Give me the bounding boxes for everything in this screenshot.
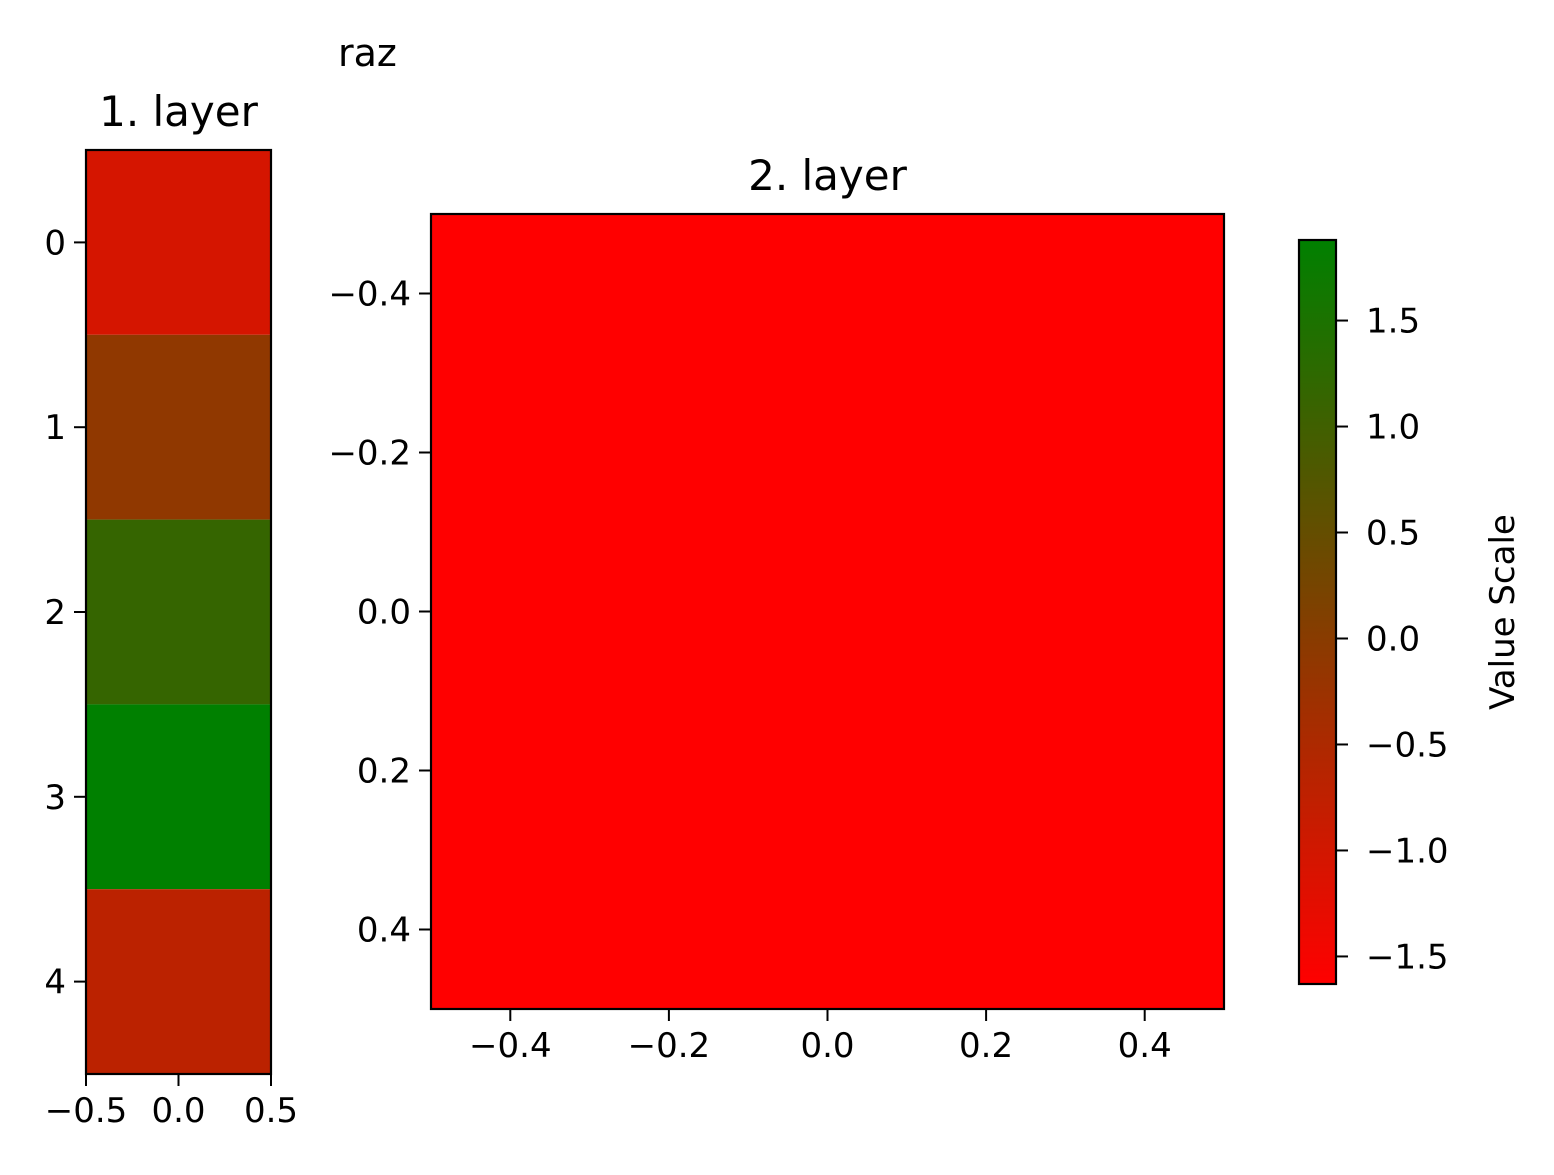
y-tick-label: 0 <box>44 223 66 263</box>
x-tick-label: 0.4 <box>1118 1026 1172 1066</box>
heatmap-cell <box>86 519 271 705</box>
x-tick-label: −0.4 <box>469 1026 552 1066</box>
heatmap-cell <box>86 889 271 1074</box>
heatmap-cell <box>86 334 271 520</box>
colorbar-frame <box>1297 238 1338 986</box>
y-tick-label: 3 <box>44 778 66 818</box>
x-tick-label: 0.0 <box>151 1091 205 1131</box>
colorbar: −1.5 −1.0 −0.5 0.0 0.5 1.0 1.5 Value Scale <box>1297 238 1523 986</box>
heatmap-cell <box>86 150 271 335</box>
layer-2-heatmap: 2. layer −0.4 −0.2 0.0 0.2 0.4 −0.4 −0.2 0.0 0.2 0… <box>328 151 1226 1066</box>
colorbar-label: Value Scale <box>1483 514 1523 710</box>
colorbar-tick-label: 0.0 <box>1366 619 1420 659</box>
colorbar-tick-label: 1.5 <box>1366 302 1420 342</box>
y-tick-label: 0.2 <box>357 752 411 792</box>
x-tick-label: 0.0 <box>800 1026 854 1066</box>
colorbar-tick-label: −1.0 <box>1366 831 1449 871</box>
panel-title: 2. layer <box>748 151 908 200</box>
x-tick-label: 0.5 <box>244 1091 298 1131</box>
y-tick-label: 2 <box>44 593 66 633</box>
figure-suptitle: raz <box>338 31 397 75</box>
colorbar-tick-label: −0.5 <box>1366 725 1449 765</box>
y-tick-label: 0.0 <box>357 593 411 633</box>
y-tick-label: 4 <box>44 963 66 1003</box>
colorbar-gradient <box>1299 240 1336 984</box>
x-tick-label: −0.5 <box>45 1091 128 1131</box>
x-tick-label: −0.2 <box>628 1026 711 1066</box>
colorbar-tick-label: 1.0 <box>1366 408 1420 448</box>
panel-title: 1. layer <box>99 87 259 136</box>
heatmap-cell <box>431 214 1224 1009</box>
layer-1-heatmap: 1. layer −0.5 0.0 0.5 0 1 2 3 4 <box>44 87 298 1131</box>
y-tick-label: 1 <box>44 408 66 448</box>
colorbar-tick-label: −1.5 <box>1366 937 1449 977</box>
y-tick-label: −0.4 <box>328 275 411 315</box>
colorbar-tick-label: 0.5 <box>1366 514 1420 554</box>
x-tick-label: 0.2 <box>959 1026 1013 1066</box>
y-tick-label: −0.2 <box>328 434 411 474</box>
y-tick-label: 0.4 <box>357 911 411 951</box>
heatmap-cell <box>86 704 271 890</box>
